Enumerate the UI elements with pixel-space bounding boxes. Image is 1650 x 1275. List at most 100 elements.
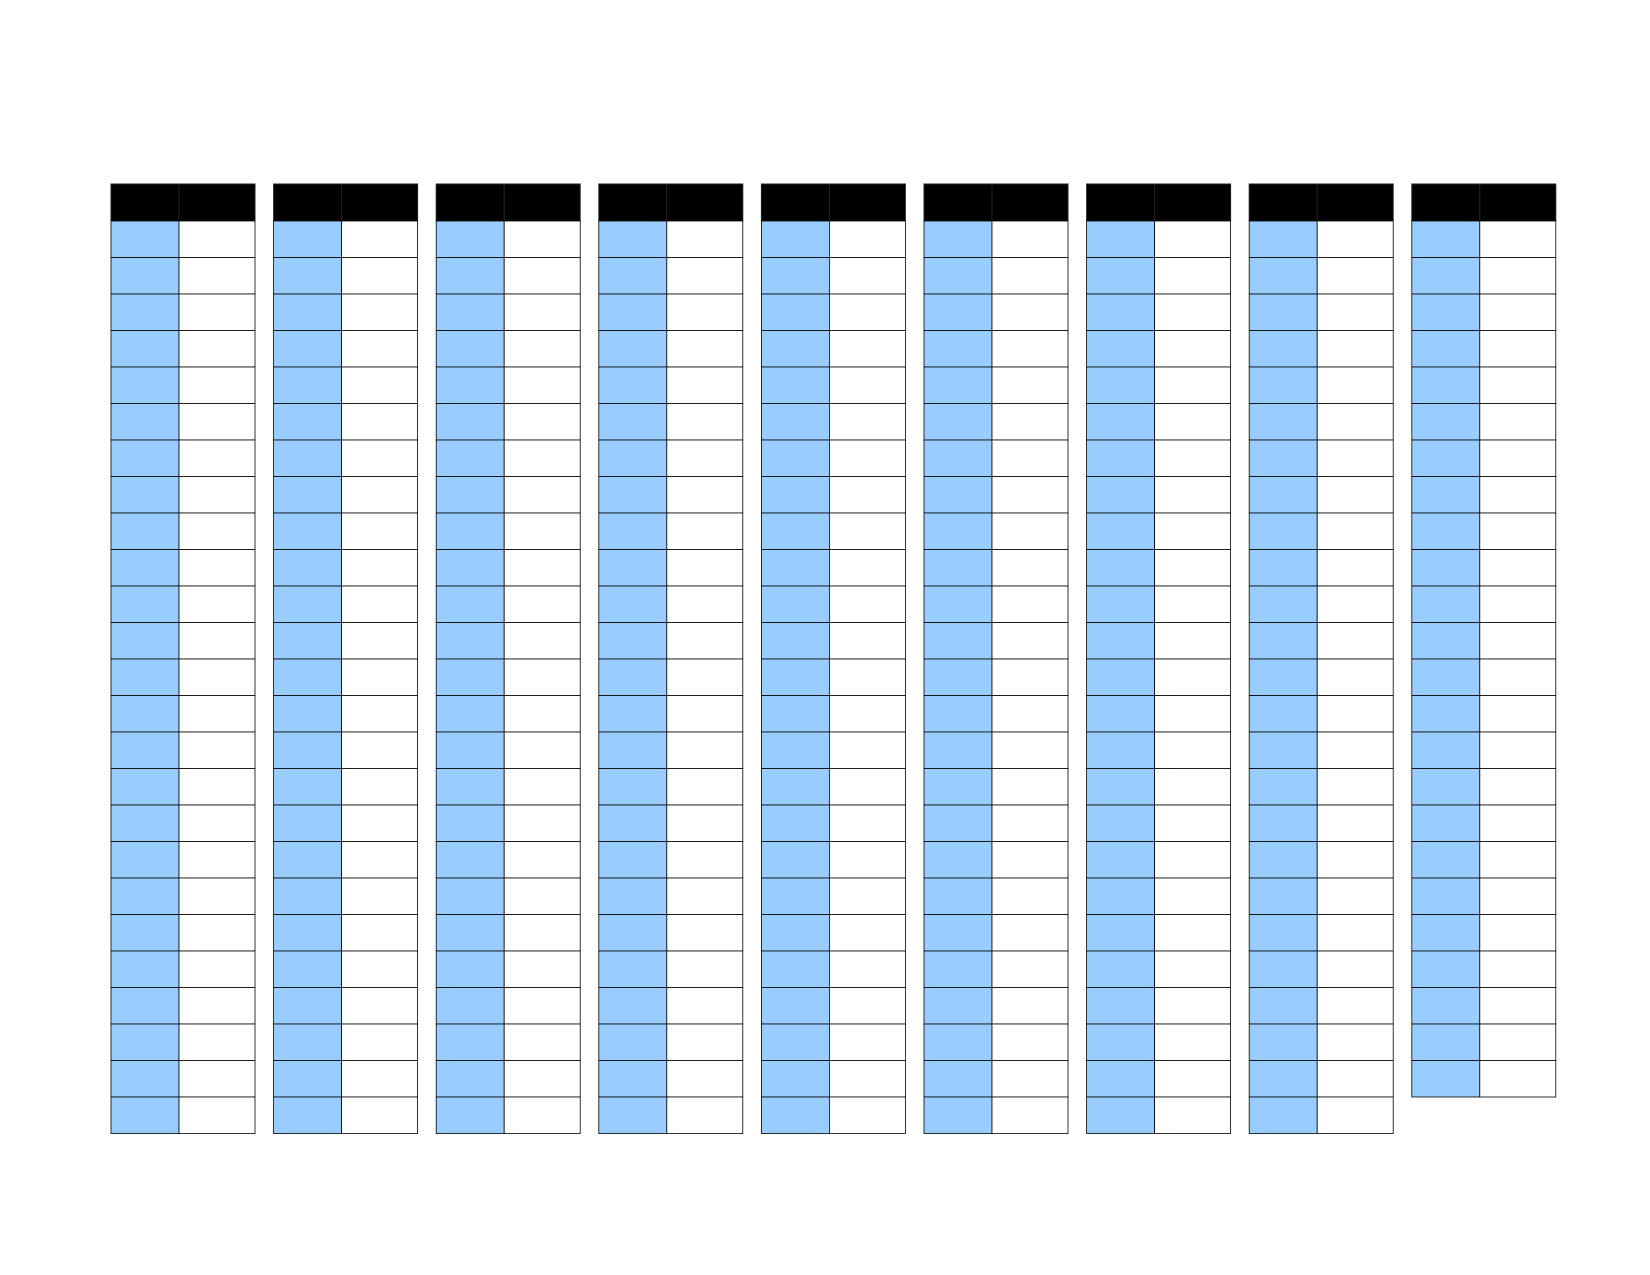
value-cell: [829, 1096, 906, 1134]
value-cell: [341, 549, 419, 587]
value-cell: [1316, 987, 1394, 1025]
value-cell: [829, 220, 906, 258]
value-cell: [1154, 841, 1231, 879]
value-cell: [1316, 1096, 1394, 1134]
label-cell: [761, 330, 830, 368]
value-cell: [341, 439, 419, 477]
value-cell: [829, 622, 906, 660]
label-cell: [761, 950, 830, 988]
header-cell: [1154, 183, 1232, 222]
label-cell: [761, 987, 830, 1025]
value-cell: [178, 476, 256, 514]
label-cell: [923, 987, 993, 1025]
value-cell: [1316, 622, 1394, 660]
value-cell: [829, 257, 906, 295]
label-cell: [273, 658, 343, 696]
value-cell: [1479, 220, 1557, 258]
label-cell: [598, 1023, 668, 1061]
value-cell: [1479, 293, 1557, 331]
label-cell: [435, 512, 505, 550]
label-cell: [435, 293, 505, 331]
value-cell: [666, 549, 744, 587]
label-cell: [1411, 950, 1481, 988]
value-cell: [1154, 622, 1231, 660]
label-cell: [1248, 1096, 1318, 1134]
label-cell: [273, 257, 343, 295]
label-cell: [435, 841, 505, 879]
label-cell: [435, 1060, 505, 1098]
label-cell: [1086, 914, 1155, 952]
label-cell: [598, 403, 668, 441]
label-cell: [273, 220, 343, 258]
value-cell: [341, 512, 419, 550]
header-cell: [598, 183, 668, 222]
label-cell: [1248, 476, 1318, 514]
label-cell: [110, 622, 180, 660]
label-cell: [1086, 403, 1155, 441]
value-cell: [829, 950, 906, 988]
value-cell: [341, 1023, 419, 1061]
label-cell: [435, 768, 505, 806]
value-cell: [1316, 330, 1394, 368]
label-cell: [1086, 622, 1155, 660]
label-cell: [110, 987, 180, 1025]
label-cell: [761, 914, 830, 952]
label-cell: [761, 220, 830, 258]
value-cell: [1154, 914, 1231, 952]
value-cell: [829, 914, 906, 952]
value-cell: [503, 1060, 581, 1098]
label-cell: [110, 512, 180, 550]
value-cell: [1154, 1096, 1231, 1134]
label-cell: [110, 768, 180, 806]
value-cell: [1316, 1023, 1394, 1061]
label-cell: [273, 476, 343, 514]
value-cell: [341, 658, 419, 696]
label-cell: [273, 731, 343, 769]
label-cell: [435, 476, 505, 514]
header-cell: [110, 183, 180, 222]
value-cell: [1316, 293, 1394, 331]
label-cell: [273, 841, 343, 879]
label-cell: [923, 257, 993, 295]
value-cell: [991, 476, 1069, 514]
label-cell: [110, 731, 180, 769]
label-cell: [1248, 731, 1318, 769]
label-cell: [435, 366, 505, 404]
label-cell: [435, 987, 505, 1025]
value-cell: [829, 439, 906, 477]
label-cell: [1248, 585, 1318, 623]
value-cell: [1154, 658, 1231, 696]
label-cell: [1411, 804, 1481, 842]
label-cell: [1248, 877, 1318, 915]
value-cell: [1154, 366, 1231, 404]
value-cell: [666, 1023, 744, 1061]
value-cell: [666, 220, 744, 258]
label-cell: [273, 914, 343, 952]
value-cell: [1316, 914, 1394, 952]
value-cell: [341, 293, 419, 331]
value-cell: [1316, 403, 1394, 441]
value-cell: [341, 731, 419, 769]
value-cell: [503, 841, 581, 879]
label-cell: [110, 841, 180, 879]
value-cell: [178, 731, 256, 769]
label-cell: [110, 403, 180, 441]
value-cell: [178, 841, 256, 879]
value-cell: [341, 366, 419, 404]
label-cell: [923, 950, 993, 988]
value-cell: [1316, 877, 1394, 915]
value-cell: [991, 877, 1069, 915]
value-cell: [178, 1023, 256, 1061]
label-cell: [1248, 768, 1318, 806]
value-cell: [503, 658, 581, 696]
label-cell: [1086, 877, 1155, 915]
label-cell: [435, 804, 505, 842]
header-cell: [828, 183, 906, 222]
label-cell: [598, 1060, 668, 1098]
label-cell: [273, 439, 343, 477]
label-cell: [1411, 476, 1481, 514]
label-cell: [1411, 257, 1481, 295]
label-cell: [1248, 439, 1318, 477]
value-cell: [1154, 950, 1231, 988]
value-cell: [829, 731, 906, 769]
